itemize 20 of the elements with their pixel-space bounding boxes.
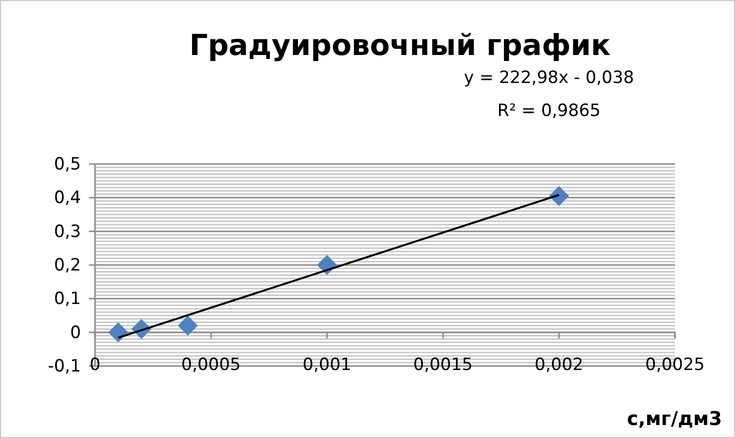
point [178, 316, 198, 336]
chart-title: Градуировочный график [189, 28, 611, 62]
y-tick-label: 0,4 [54, 188, 81, 208]
x-tick-label: 0,0005 [181, 355, 241, 376]
x-tick-label: 0,001 [302, 355, 352, 376]
y-tick-label: 0,1 [54, 289, 81, 310]
y-tick-label: 0,2 [54, 255, 81, 276]
point [549, 186, 569, 206]
y-tick-label: 0 [70, 322, 81, 343]
text: R² = 0,9865 [497, 101, 601, 121]
y-tick-label: 0,5 [54, 154, 81, 174]
x-axis-title: с,мг/дм3 [627, 408, 722, 430]
text: y = 222,98x - 0,038 [464, 68, 634, 88]
y-tick-label: 0,3 [54, 222, 81, 242]
y-tick-label: -0,1 [48, 356, 81, 376]
x-tick-label: 0,002 [534, 355, 584, 376]
x-tick-label: 0,0025 [645, 355, 705, 376]
x-tick-label: 0 [90, 355, 100, 376]
point [108, 322, 128, 342]
x-tick-label: 0,0015 [413, 355, 473, 376]
